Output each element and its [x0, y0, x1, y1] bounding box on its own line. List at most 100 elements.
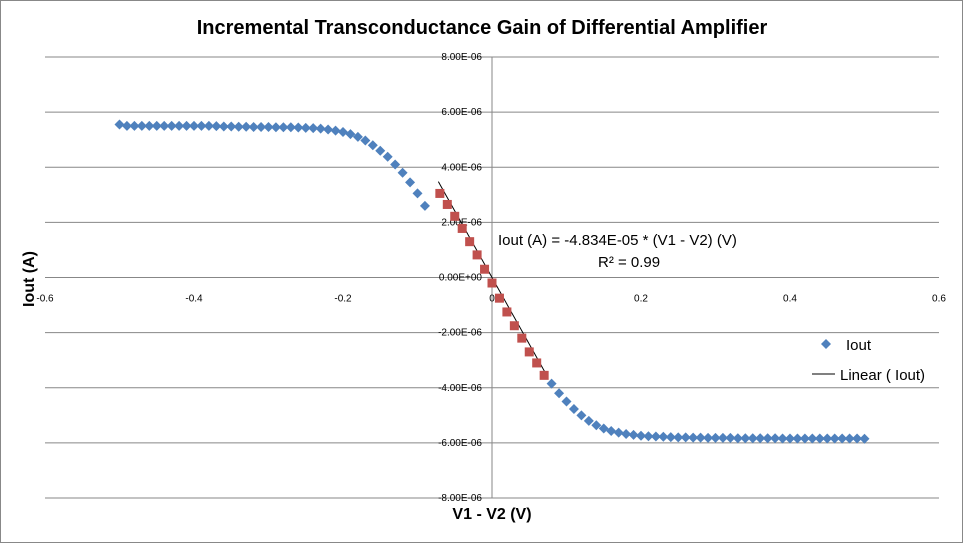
iout-point: [129, 120, 140, 131]
iout-point: [591, 420, 602, 431]
iout-point: [241, 121, 252, 132]
iout-point: [390, 159, 401, 170]
iout-point: [814, 433, 825, 444]
iout-point: [181, 120, 192, 131]
linear-region-point: [480, 264, 490, 274]
x-tick-label: 0.2: [634, 294, 648, 305]
iout-point: [278, 122, 289, 133]
linear-region-point: [465, 237, 475, 247]
iout-point: [360, 135, 371, 146]
iout-point: [308, 123, 319, 134]
iout-point: [688, 432, 699, 443]
iout-point: [419, 200, 430, 211]
iout-point: [226, 121, 237, 132]
r-squared-label: R² = 0.99: [598, 254, 660, 271]
iout-point: [189, 120, 199, 131]
iout-point: [248, 122, 259, 133]
iout-point: [643, 431, 654, 442]
y-tick-label: 8.00E-06: [441, 52, 482, 63]
iout-point: [397, 167, 408, 178]
iout-point: [680, 432, 691, 443]
iout-point: [270, 122, 281, 133]
iout-point: [211, 121, 222, 132]
iout-point: [293, 122, 304, 133]
iout-point: [196, 120, 207, 131]
iout-point: [375, 145, 386, 156]
linear-region-point: [494, 293, 504, 303]
iout-point: [717, 432, 728, 443]
iout-point: [636, 430, 646, 441]
iout-point: [315, 123, 326, 134]
legend-diamond: [821, 339, 831, 349]
iout-point: [174, 120, 185, 131]
iout-point: [829, 433, 840, 444]
linear-region-point: [472, 250, 482, 260]
iout-point: [770, 433, 781, 444]
iout-point: [382, 151, 393, 162]
y-tick-label: 6.00E-06: [441, 107, 482, 118]
y-tick-labels: 8.00E-066.00E-064.00E-062.00E-060.00E+00…: [438, 52, 482, 504]
iout-point: [650, 431, 661, 442]
iout-point: [263, 122, 274, 133]
y-tick-label: -4.00E-06: [438, 383, 482, 394]
iout-point: [323, 124, 334, 135]
y-axis-title: Iout (A): [21, 251, 38, 307]
iout-point: [338, 126, 348, 137]
iout-point: [233, 121, 244, 132]
iout-point: [762, 433, 773, 444]
iout-point: [859, 433, 870, 444]
y-tick-label: -8.00E-06: [438, 493, 482, 504]
iout-point: [695, 432, 706, 443]
x-tick-labels: -0.6 -0.4 -0.2 0 0.2 0.4 0.6: [36, 294, 946, 305]
linear-region-point: [502, 307, 512, 317]
iout-point: [121, 120, 132, 131]
iout-point: [412, 188, 423, 199]
legend-iout-marker: [821, 339, 831, 349]
linear-region-point: [442, 199, 452, 209]
legend-trendline-label: Linear ( Iout): [840, 367, 925, 384]
iout-point: [285, 122, 296, 133]
iout-point: [330, 125, 341, 136]
x-tick-label: 0: [489, 294, 495, 305]
iout-point: [837, 433, 848, 444]
chart-title: Incremental Transconductance Gain of Dif…: [197, 17, 768, 39]
x-tick-label: -0.2: [334, 294, 352, 305]
iout-point: [136, 120, 147, 131]
iout-point: [628, 429, 639, 440]
iout-point: [658, 431, 669, 442]
iout-point: [367, 140, 378, 151]
iout-point: [777, 433, 788, 444]
x-axis-title: V1 - V2 (V): [452, 506, 531, 523]
linear-region-point: [435, 188, 445, 198]
linear-region-point: [487, 278, 497, 288]
iout-point: [710, 432, 721, 443]
iout-point: [546, 378, 557, 389]
linear-region-point: [517, 333, 527, 343]
iout-point: [300, 122, 311, 133]
iout-point: [732, 433, 743, 444]
iout-point: [740, 433, 751, 444]
iout-point: [352, 131, 363, 142]
x-tick-label: 0.4: [783, 294, 797, 305]
iout-point: [218, 121, 229, 132]
iout-point: [844, 433, 855, 444]
y-tick-label: 0.00E+00: [439, 273, 483, 284]
points-layer: [114, 119, 870, 444]
x-tick-label: 0.6: [932, 294, 946, 305]
iout-point: [345, 129, 356, 140]
y-tick-label: -6.00E-06: [438, 438, 482, 449]
iout-point: [203, 120, 214, 131]
iout-point: [256, 122, 267, 133]
iout-point: [613, 427, 624, 438]
linear-region-point: [524, 347, 534, 357]
y-tick-label: 4.00E-06: [441, 162, 482, 173]
iout-point: [755, 433, 766, 444]
iout-point: [151, 120, 162, 131]
linear-region-point: [509, 321, 519, 331]
legend-iout-label: Iout: [846, 337, 872, 354]
iout-point: [807, 433, 818, 444]
iout-point: [576, 410, 587, 421]
iout-point: [583, 415, 594, 426]
